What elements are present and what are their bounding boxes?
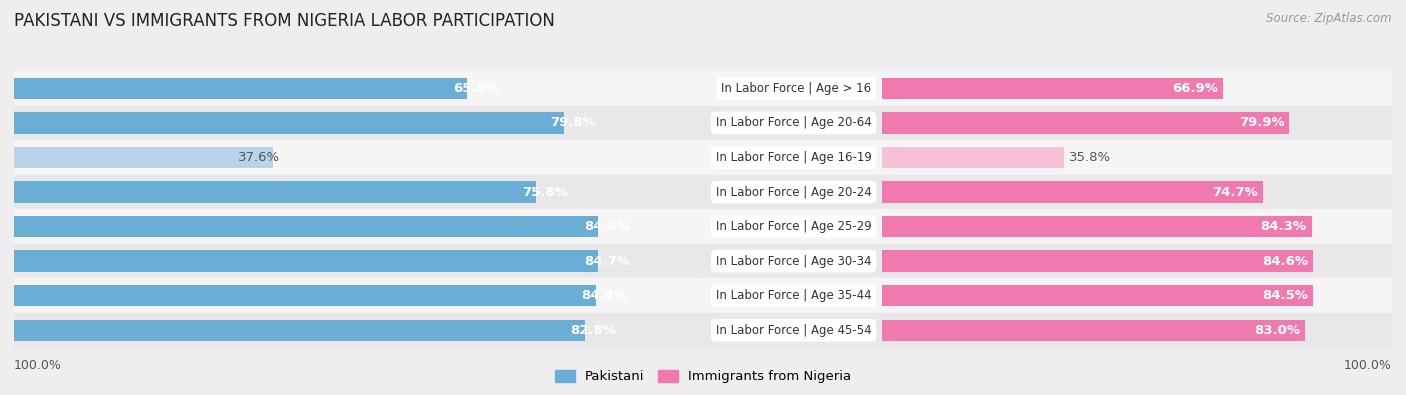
Bar [882,181,1263,203]
Bar [703,140,1392,175]
Text: In Labor Force | Age 35-44: In Labor Force | Age 35-44 [716,289,872,302]
Bar [882,147,1064,168]
Bar [703,278,1392,313]
Text: 82.8%: 82.8% [571,324,617,337]
Text: 100.0%: 100.0% [14,359,62,372]
Text: 84.8%: 84.8% [585,220,630,233]
Text: In Labor Force | Age 25-29: In Labor Force | Age 25-29 [716,220,872,233]
Bar [882,112,1289,134]
Bar [703,106,1392,140]
Bar [14,313,703,348]
Text: 84.5%: 84.5% [1261,289,1308,302]
Text: 66.9%: 66.9% [1173,82,1218,95]
Bar [703,209,1392,244]
Bar [882,320,1305,341]
Text: 65.8%: 65.8% [454,82,499,95]
Bar [882,216,1312,237]
Bar [14,78,467,99]
Bar [14,278,703,313]
Text: 84.6%: 84.6% [1263,255,1308,268]
Bar [14,71,703,106]
Text: In Labor Force | Age > 16: In Labor Force | Age > 16 [721,82,872,95]
Text: In Labor Force | Age 16-19: In Labor Force | Age 16-19 [716,151,872,164]
Text: 35.8%: 35.8% [1070,151,1112,164]
Text: Source: ZipAtlas.com: Source: ZipAtlas.com [1267,12,1392,25]
Text: 74.7%: 74.7% [1212,186,1258,199]
Bar [14,216,599,237]
Legend: Pakistani, Immigrants from Nigeria: Pakistani, Immigrants from Nigeria [550,365,856,388]
Text: PAKISTANI VS IMMIGRANTS FROM NIGERIA LABOR PARTICIPATION: PAKISTANI VS IMMIGRANTS FROM NIGERIA LAB… [14,12,555,30]
Bar [882,250,1313,272]
Text: In Labor Force | Age 30-34: In Labor Force | Age 30-34 [716,255,872,268]
Bar [14,285,596,307]
Text: In Labor Force | Age 20-64: In Labor Force | Age 20-64 [716,117,872,130]
Bar [703,175,1392,209]
Text: In Labor Force | Age 20-24: In Labor Force | Age 20-24 [716,186,872,199]
Text: 83.0%: 83.0% [1254,324,1301,337]
Bar [14,175,703,209]
Text: 84.3%: 84.3% [1261,220,1306,233]
Bar [14,140,703,175]
Text: 75.8%: 75.8% [523,186,568,199]
Bar [14,106,703,140]
Bar [14,112,564,134]
Text: In Labor Force | Age 45-54: In Labor Force | Age 45-54 [716,324,872,337]
Bar [14,147,273,168]
Bar [14,320,585,341]
Bar [703,244,1392,278]
Bar [703,313,1392,348]
Bar [14,209,703,244]
Text: 79.8%: 79.8% [550,117,596,130]
Bar [882,285,1313,307]
Text: 100.0%: 100.0% [1344,359,1392,372]
Text: 84.7%: 84.7% [583,255,630,268]
Text: 84.4%: 84.4% [582,289,627,302]
Bar [14,181,536,203]
Text: 79.9%: 79.9% [1239,117,1284,130]
Bar [882,78,1223,99]
Text: 37.6%: 37.6% [238,151,280,164]
Bar [703,71,1392,106]
Bar [14,250,598,272]
Bar [14,244,703,278]
